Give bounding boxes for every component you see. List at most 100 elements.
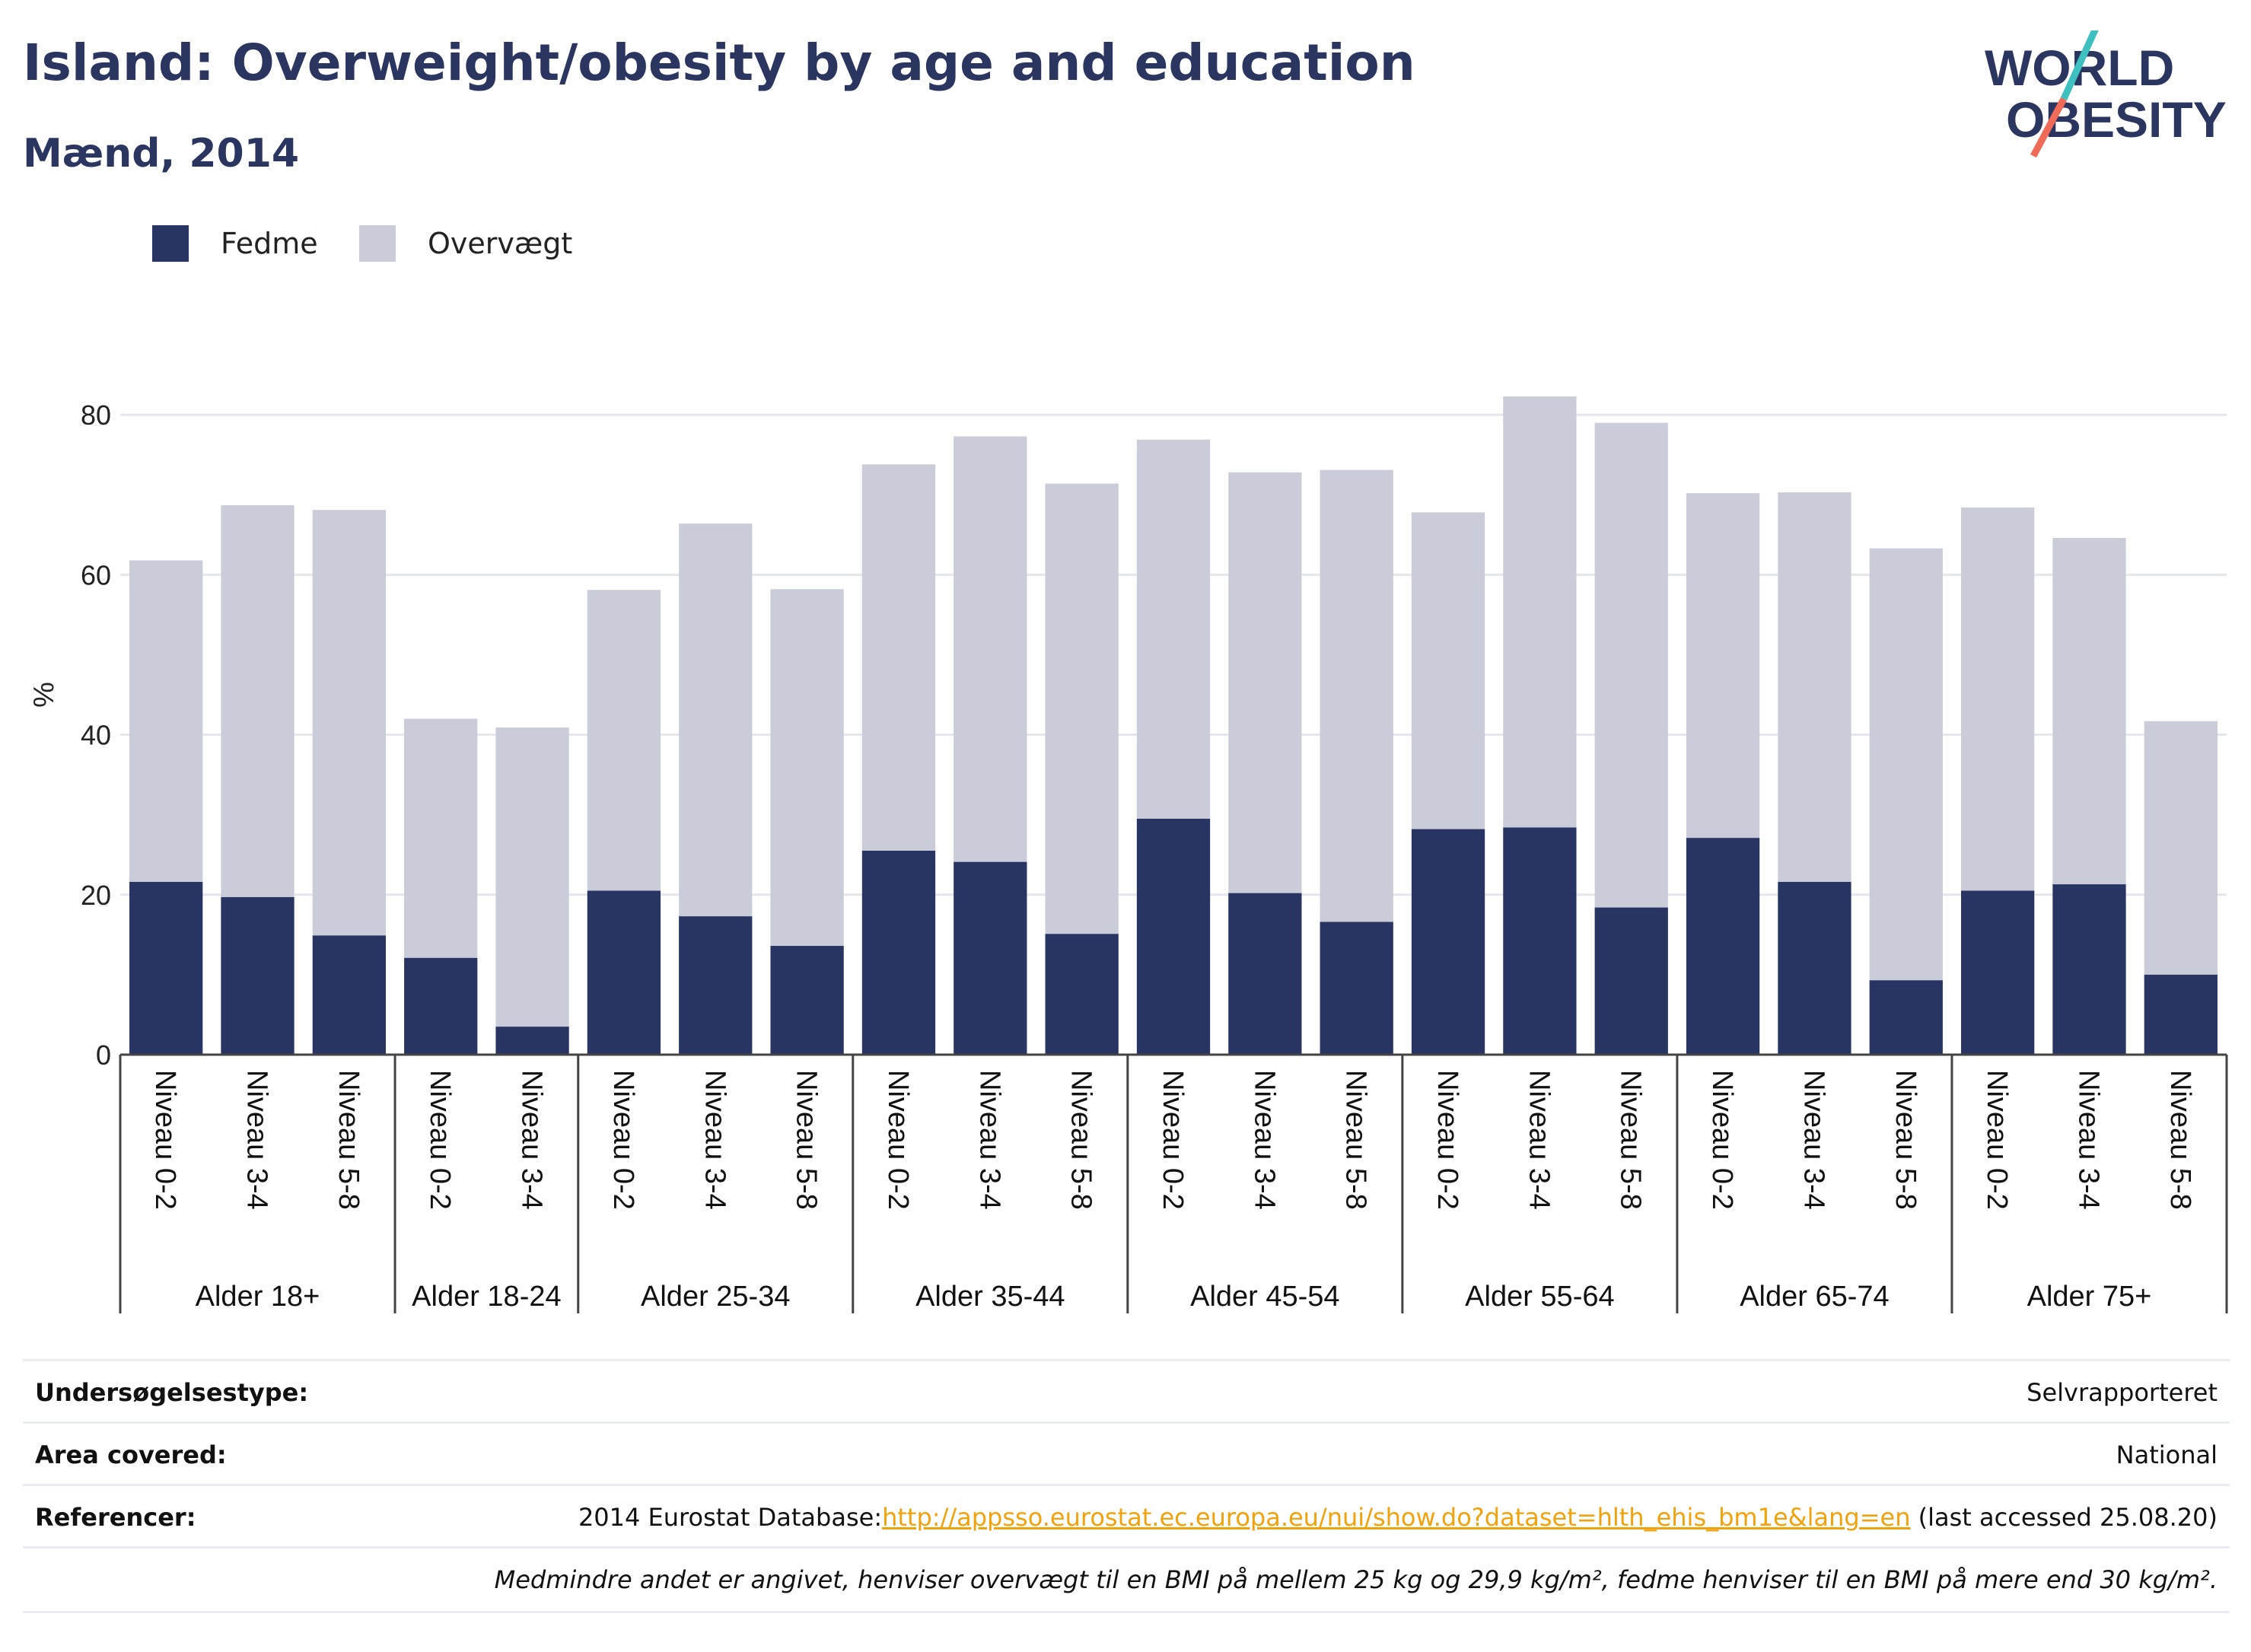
x-category-label: Niveau 0-2 (1706, 1070, 1738, 1210)
definition-note: Medmindre andet er angivet, henviser ove… (494, 1565, 2218, 1594)
info-value-area: National (2116, 1440, 2218, 1469)
bar-overvaegt (1136, 439, 1211, 819)
bar-overvaegt (679, 524, 753, 917)
bar-fedme (2052, 884, 2126, 1055)
world-obesity-logo: WORLD OBESITY (1985, 30, 2227, 158)
y-tick-label: 20 (81, 880, 111, 911)
bar-overvaegt (2144, 721, 2218, 975)
x-category-label: Niveau 5-8 (1890, 1070, 1921, 1210)
info-row-references: Referencer: 2014 Eurostat Database:http:… (23, 1484, 2230, 1549)
reference-suffix: (last accessed 25.08.20) (1910, 1503, 2218, 1532)
x-category-label: Niveau 0-2 (1157, 1070, 1189, 1210)
info-key-references: Referencer: (35, 1503, 196, 1532)
bar-overvaegt (404, 718, 478, 958)
bar-fedme (2144, 974, 2218, 1055)
bar-fedme (404, 957, 478, 1055)
x-category-label: Niveau 0-2 (149, 1070, 181, 1210)
x-category-label: Niveau 0-2 (1431, 1070, 1463, 1210)
bar-overvaegt (587, 590, 661, 891)
info-row-note: Medmindre andet er angivet, henviser ove… (23, 1546, 2230, 1613)
bar-overvaegt (954, 436, 1027, 862)
x-category-label: Niveau 5-8 (1340, 1070, 1372, 1210)
bar-fedme (495, 1027, 569, 1055)
bar-fedme (221, 896, 295, 1055)
reference-link[interactable]: http://appsso.eurostat.ec.europa.eu/nui/… (882, 1503, 1911, 1532)
info-key-area: Area covered: (35, 1440, 227, 1469)
x-category-label: Niveau 3-4 (1248, 1070, 1280, 1210)
bar-fedme (1045, 934, 1119, 1055)
y-tick-label: 80 (81, 399, 111, 431)
bar-overvaegt (495, 727, 569, 1027)
x-group-label: Alder 65-74 (1740, 1281, 1889, 1313)
bar-fedme (770, 946, 844, 1055)
x-category-label: Niveau 5-8 (333, 1070, 365, 1210)
bar-fedme (679, 916, 753, 1055)
reference-prefix: 2014 Eurostat Database: (578, 1503, 883, 1532)
legend-item-fedme[interactable]: Fedme (152, 225, 318, 262)
x-category-label: Niveau 5-8 (791, 1070, 823, 1210)
info-row-area: Area covered: National (23, 1421, 2230, 1486)
bar-fedme (1503, 827, 1577, 1055)
legend-label-overvaegt: Overvægt (428, 227, 573, 260)
legend-swatch-fedme (152, 225, 189, 262)
bar-overvaegt (1503, 396, 1577, 828)
x-category-label: Niveau 3-4 (1523, 1070, 1555, 1210)
bar-fedme (861, 850, 936, 1055)
x-group-label: Alder 45-54 (1190, 1281, 1339, 1313)
bar-fedme (1686, 838, 1760, 1055)
page-subtitle: Mænd, 2014 (23, 131, 300, 177)
bar-fedme (312, 935, 387, 1055)
x-category-label: Niveau 3-4 (1797, 1070, 1829, 1210)
bar-overvaegt (1686, 493, 1760, 839)
info-value-survey-type: Selvrapporteret (2027, 1378, 2218, 1407)
bar-fedme (1594, 907, 1668, 1055)
bar-fedme (1869, 980, 1943, 1055)
x-category-label: Niveau 3-4 (973, 1070, 1005, 1210)
bar-overvaegt (221, 505, 295, 897)
bar-overvaegt (1228, 472, 1302, 893)
legend-item-overvaegt[interactable]: Overvægt (359, 225, 572, 262)
bar-fedme (1228, 893, 1302, 1055)
bar-overvaegt (1320, 469, 1393, 922)
bar-overvaegt (1960, 508, 2035, 891)
x-group-label: Alder 18+ (196, 1281, 320, 1313)
x-group-label: Alder 35-44 (915, 1281, 1065, 1313)
bar-overvaegt (1045, 483, 1119, 934)
info-key-survey-type: Undersøgelsestype: (35, 1378, 309, 1407)
x-category-label: Niveau 3-4 (241, 1070, 273, 1210)
x-category-label: Niveau 0-2 (424, 1070, 456, 1210)
x-category-label: Niveau 0-2 (607, 1070, 639, 1210)
info-value-references: 2014 Eurostat Database:http://appsso.eur… (578, 1503, 2230, 1532)
logo-slash-bottom (2030, 97, 2067, 158)
bar-overvaegt (129, 560, 203, 882)
bar-fedme (1960, 890, 2035, 1055)
bar-overvaegt (1778, 492, 1851, 882)
y-tick-label: 40 (81, 720, 111, 751)
x-category-label: Niveau 5-8 (1065, 1070, 1097, 1210)
stacked-bar-chart: 0 20 40 60 80% Niveau 0-2 Niveau 3-4 Niveau 5-8… (28, 396, 2228, 1313)
x-group-label: Alder 55-64 (1465, 1281, 1614, 1313)
bar-fedme (1411, 829, 1485, 1055)
x-group-label: Alder 25-34 (641, 1281, 790, 1313)
bar-overvaegt (312, 510, 387, 936)
bar-fedme (954, 861, 1027, 1055)
bar-overvaegt (1594, 422, 1668, 908)
bar-overvaegt (2052, 537, 2126, 885)
y-tick-label: 0 (96, 1039, 111, 1071)
x-group-label: Alder 18-24 (412, 1281, 561, 1313)
bar-fedme (587, 890, 661, 1055)
legend-swatch-overvaegt (359, 225, 396, 262)
bar-fedme (1136, 818, 1211, 1055)
legend-label-fedme: Fedme (221, 227, 318, 260)
x-category-label: Niveau 5-8 (1615, 1070, 1647, 1210)
bar-overvaegt (1411, 512, 1485, 829)
x-category-label: Niveau 5-8 (2164, 1070, 2196, 1210)
x-category-label: Niveau 3-4 (699, 1070, 731, 1210)
x-group-label: Alder 75+ (2027, 1281, 2152, 1313)
bar-fedme (1778, 881, 1851, 1055)
x-category-label: Niveau 3-4 (516, 1070, 548, 1210)
x-category-label: Niveau 3-4 (2072, 1070, 2104, 1210)
bar-overvaegt (1869, 548, 1943, 981)
y-axis-label: % (28, 682, 60, 708)
bar-fedme (129, 881, 203, 1055)
